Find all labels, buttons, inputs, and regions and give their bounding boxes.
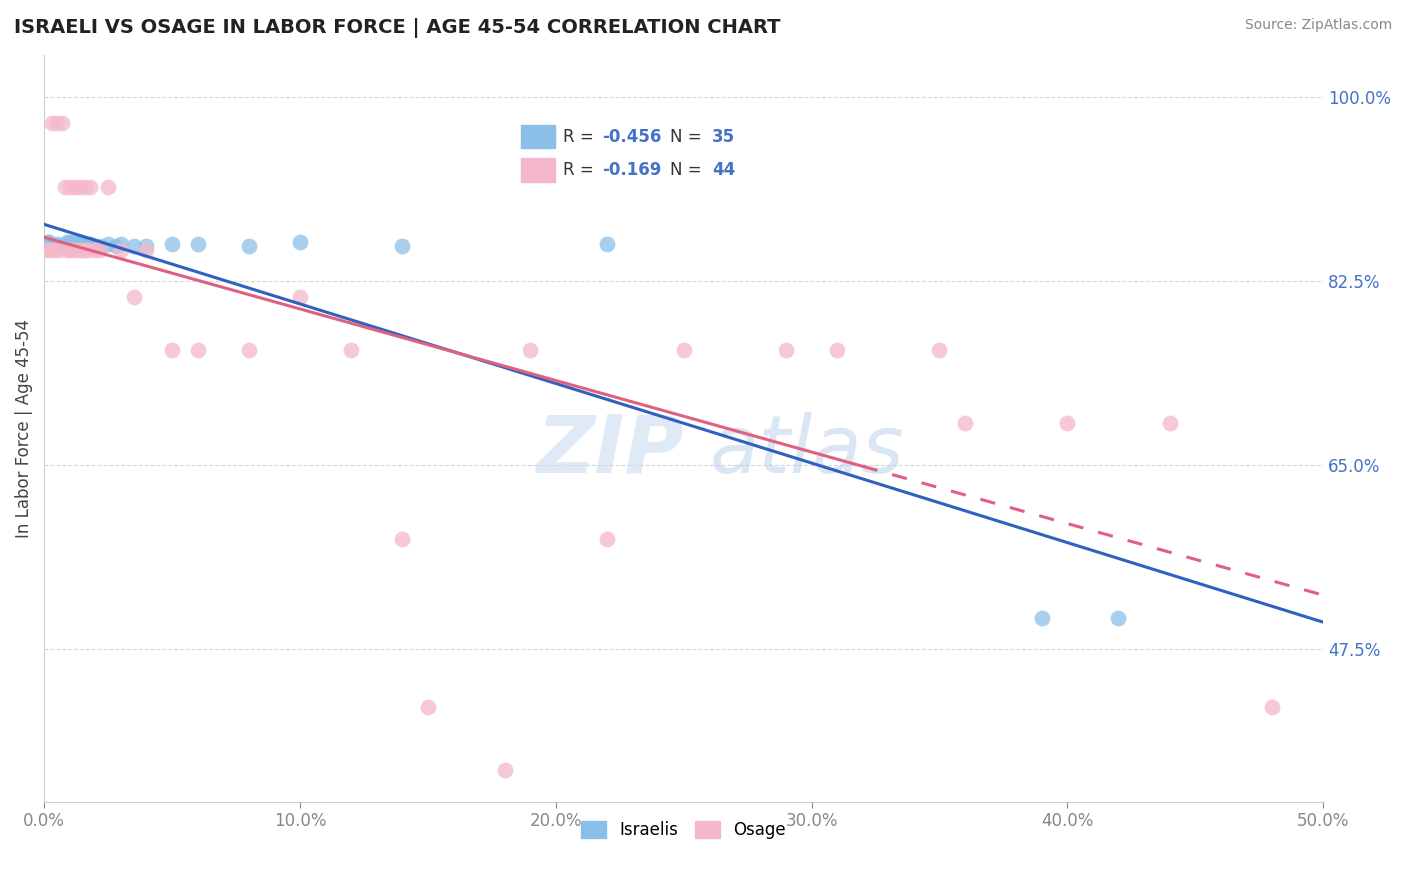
Point: [97, 179, 120, 194]
Point: [72, 243, 94, 257]
Point: [187, 343, 209, 357]
Point: [416, 700, 439, 714]
Point: [73, 239, 96, 253]
Point: [76, 237, 98, 252]
Point: [51, 116, 73, 130]
Point: [953, 416, 976, 430]
Point: [340, 343, 363, 357]
Text: R =: R =: [564, 161, 599, 179]
Point: [238, 343, 260, 357]
Point: [79, 179, 101, 194]
Point: [59, 243, 82, 257]
Point: [35, 243, 58, 257]
Point: [56, 243, 79, 257]
Point: [41, 239, 63, 253]
Point: [672, 343, 695, 357]
Point: [60, 239, 83, 253]
Point: [38, 235, 60, 250]
Point: [73, 179, 96, 194]
Point: [519, 343, 541, 357]
Point: [73, 243, 96, 257]
Text: N =: N =: [671, 161, 707, 179]
Point: [494, 763, 516, 777]
Point: [59, 235, 82, 250]
Point: [160, 237, 183, 252]
Text: ISRAELI VS OSAGE IN LABOR FORCE | AGE 45-54 CORRELATION CHART: ISRAELI VS OSAGE IN LABOR FORCE | AGE 45…: [14, 18, 780, 37]
Y-axis label: In Labor Force | Age 45-54: In Labor Force | Age 45-54: [15, 318, 32, 538]
Point: [72, 237, 94, 252]
Point: [391, 239, 413, 253]
Bar: [522, 159, 555, 182]
Point: [45, 237, 67, 252]
Point: [122, 239, 145, 253]
Text: N =: N =: [671, 128, 707, 145]
Point: [1031, 610, 1053, 624]
Point: [928, 343, 950, 357]
Point: [110, 237, 132, 252]
Point: [104, 239, 127, 253]
Point: [1261, 700, 1284, 714]
Point: [1056, 416, 1078, 430]
Point: [288, 235, 311, 250]
Point: [160, 343, 183, 357]
Point: [1159, 416, 1181, 430]
Point: [135, 239, 157, 253]
Point: [135, 243, 157, 257]
Point: [35, 235, 58, 250]
Point: [53, 179, 76, 194]
Point: [44, 243, 66, 257]
Point: [596, 532, 619, 546]
Point: [60, 243, 83, 257]
Point: [63, 235, 86, 250]
Point: [45, 239, 67, 253]
Point: [69, 179, 91, 194]
Point: [63, 179, 86, 194]
Point: [51, 239, 73, 253]
Point: [84, 239, 107, 253]
Legend: Israelis, Osage: Israelis, Osage: [575, 814, 793, 846]
Point: [84, 243, 107, 257]
Point: [44, 239, 66, 253]
Point: [79, 237, 101, 252]
Text: ZIP: ZIP: [536, 412, 683, 490]
Point: [89, 243, 111, 257]
Text: Source: ZipAtlas.com: Source: ZipAtlas.com: [1244, 18, 1392, 32]
Bar: [522, 125, 555, 148]
Point: [89, 239, 111, 253]
Text: atlas: atlas: [709, 412, 904, 490]
Point: [59, 239, 82, 253]
Point: [41, 116, 63, 130]
Point: [66, 239, 89, 253]
Text: -0.169: -0.169: [602, 161, 662, 179]
Point: [825, 343, 848, 357]
Point: [56, 235, 79, 250]
Point: [596, 237, 619, 252]
Point: [187, 237, 209, 252]
Point: [48, 243, 70, 257]
Point: [53, 239, 76, 253]
Point: [69, 235, 91, 250]
Point: [288, 290, 311, 304]
Point: [1108, 610, 1130, 624]
Point: [97, 237, 120, 252]
Text: -0.456: -0.456: [602, 128, 662, 145]
Point: [59, 179, 82, 194]
Point: [391, 532, 413, 546]
Point: [238, 239, 260, 253]
Point: [66, 243, 89, 257]
Point: [110, 243, 132, 257]
Text: 35: 35: [713, 128, 735, 145]
Point: [76, 243, 98, 257]
Point: [45, 116, 67, 130]
Point: [122, 290, 145, 304]
Text: 44: 44: [713, 161, 735, 179]
Text: R =: R =: [564, 128, 599, 145]
Point: [38, 243, 60, 257]
Point: [48, 239, 70, 253]
Point: [775, 343, 797, 357]
